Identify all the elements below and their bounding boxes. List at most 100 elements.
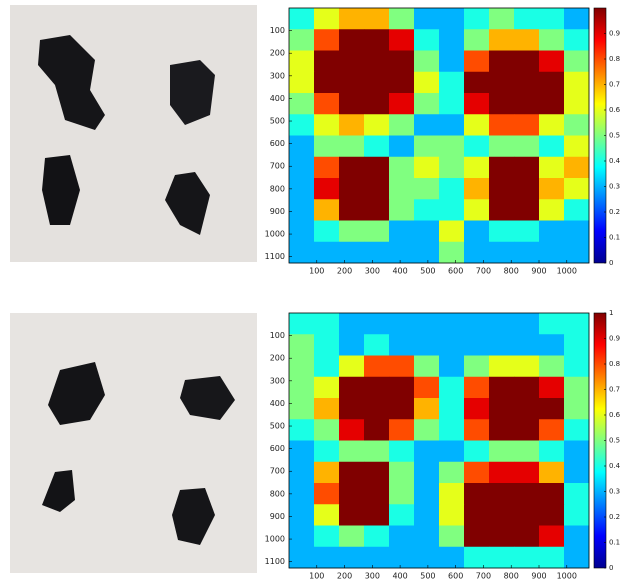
- heat-cell: [539, 419, 564, 441]
- heat-cell: [439, 462, 464, 484]
- heat-cell: [289, 72, 314, 94]
- heat-cell: [439, 526, 464, 548]
- heat-cell: [514, 419, 539, 441]
- heat-cell: [489, 334, 514, 356]
- heat-cell: [414, 199, 439, 221]
- heat-cell: [289, 157, 314, 179]
- heat-cell: [564, 242, 589, 264]
- heat-cell: [364, 29, 389, 51]
- heat-cell: [314, 377, 339, 399]
- heat-cell: [389, 72, 414, 94]
- x-tick-label: 200: [337, 267, 352, 276]
- heat-cell: [414, 462, 439, 484]
- heat-cell: [339, 504, 364, 526]
- heat-cell: [439, 504, 464, 526]
- heat-cell: [464, 8, 489, 30]
- heat-cell: [389, 356, 414, 378]
- heat-cell: [339, 199, 364, 221]
- heat-cell: [314, 462, 339, 484]
- heat-cell: [464, 178, 489, 200]
- heat-cell: [389, 136, 414, 158]
- y-tick-label: 900: [270, 512, 285, 521]
- heat-cell: [389, 114, 414, 136]
- colorbar-tick-label: 0: [609, 259, 613, 267]
- colorbar-tick-label: 0.9: [609, 30, 620, 38]
- y-tick-label: 1000: [265, 535, 285, 544]
- heat-cell: [514, 526, 539, 548]
- heat-cell: [339, 462, 364, 484]
- y-tick-label: 1100: [265, 557, 285, 566]
- heat-cell: [389, 419, 414, 441]
- heat-cell: [314, 93, 339, 115]
- colorbar-tick-label: 0.1: [609, 539, 620, 547]
- heat-cell: [389, 547, 414, 569]
- heat-cell: [289, 178, 314, 200]
- heat-cell: [364, 242, 389, 264]
- heat-cell: [414, 114, 439, 136]
- heat-cell: [464, 114, 489, 136]
- heat-cell: [289, 93, 314, 115]
- heat-cell: [289, 419, 314, 441]
- colorbar-tick-label: 0.2: [609, 208, 620, 216]
- heat-cell: [414, 242, 439, 264]
- heat-cell: [314, 178, 339, 200]
- heat-cell: [514, 8, 539, 30]
- heat-cell: [464, 313, 489, 335]
- x-tick-label: 600: [448, 267, 463, 276]
- heat-cell: [439, 114, 464, 136]
- heat-cell: [514, 178, 539, 200]
- heat-cell: [464, 441, 489, 463]
- heat-cell: [314, 504, 339, 526]
- heat-cell: [514, 221, 539, 243]
- heat-cell: [489, 398, 514, 420]
- heat-cell: [464, 93, 489, 115]
- heat-cell: [564, 51, 589, 73]
- figure: 1002003004005006007008009001000100200300…: [0, 0, 624, 584]
- colorbar-tick-label: 0.3: [609, 183, 620, 191]
- heat-cell: [414, 547, 439, 569]
- heat-cell: [514, 483, 539, 505]
- heat-cell: [339, 8, 364, 30]
- heat-cell: [489, 526, 514, 548]
- heat-cell: [314, 356, 339, 378]
- heat-cell: [289, 526, 314, 548]
- heat-cell: [539, 114, 564, 136]
- heat-cell: [539, 51, 564, 73]
- photo-bottom: [10, 313, 257, 573]
- heat-cell: [289, 221, 314, 243]
- heat-cell: [489, 178, 514, 200]
- colorbar-tick-label: 0.6: [609, 106, 621, 114]
- heat-cell: [564, 526, 589, 548]
- colorbar-tick-label: 0.9: [609, 335, 620, 343]
- x-tick-label: 1000: [557, 572, 577, 581]
- heat-cell: [564, 29, 589, 51]
- heat-cell: [514, 334, 539, 356]
- heat-cell: [489, 93, 514, 115]
- heat-cell: [364, 199, 389, 221]
- heat-cell: [339, 93, 364, 115]
- heat-cell: [364, 462, 389, 484]
- heat-cell: [514, 356, 539, 378]
- heat-cell: [464, 136, 489, 158]
- heat-cell: [414, 8, 439, 30]
- heat-cell: [489, 313, 514, 335]
- y-tick-label: 600: [270, 444, 285, 453]
- heat-cell: [364, 157, 389, 179]
- x-tick-label: 400: [392, 267, 407, 276]
- heat-cell: [489, 29, 514, 51]
- heat-cell: [339, 157, 364, 179]
- heat-cell: [514, 462, 539, 484]
- heat-cell: [339, 221, 364, 243]
- heat-cell: [514, 441, 539, 463]
- heat-cell: [539, 157, 564, 179]
- heat-cell: [364, 504, 389, 526]
- heat-cell: [339, 334, 364, 356]
- heat-cell: [464, 483, 489, 505]
- heat-cell: [339, 526, 364, 548]
- heat-cell: [389, 8, 414, 30]
- heat-cell: [564, 483, 589, 505]
- heat-cell: [539, 136, 564, 158]
- heat-cell: [314, 242, 339, 264]
- heat-cell: [464, 334, 489, 356]
- photo-top: [10, 5, 257, 262]
